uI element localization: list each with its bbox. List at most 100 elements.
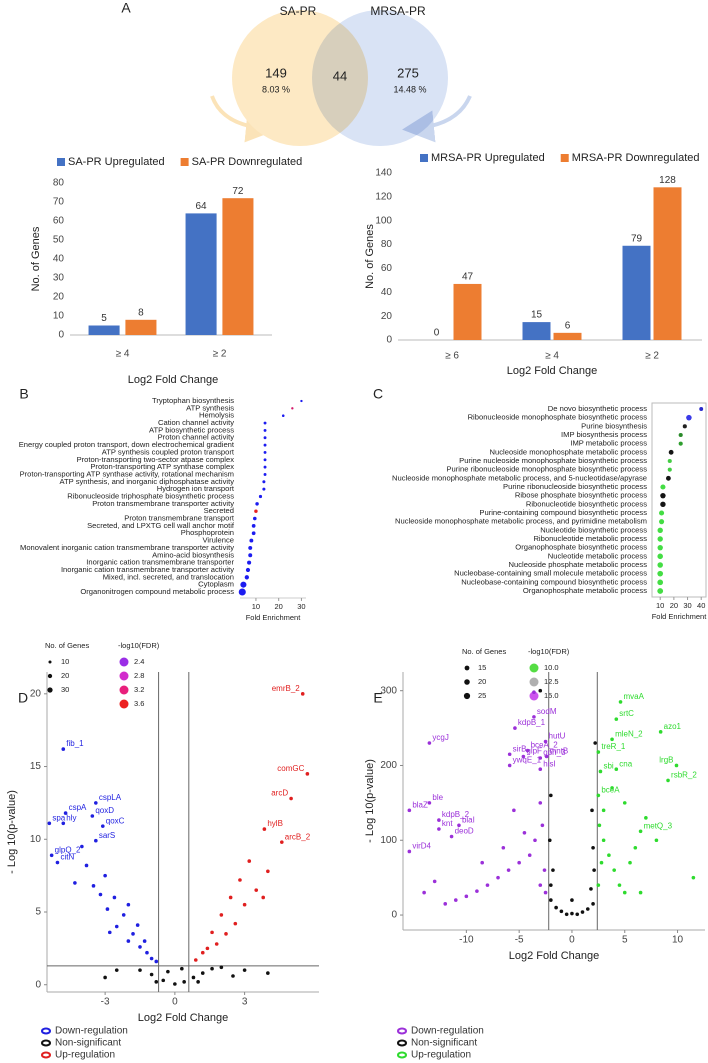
point: [554, 905, 558, 910]
point-label: azo1: [664, 722, 682, 731]
x-tick-label: 10: [672, 935, 684, 946]
y-tick-label: 10: [30, 834, 42, 845]
point: [538, 756, 543, 760]
legend-marker: [41, 1039, 51, 1047]
point: [61, 747, 66, 751]
dot: [659, 510, 665, 516]
point: [427, 801, 432, 805]
bar: [653, 187, 682, 340]
legend-label: Up-regulation: [411, 1050, 471, 1061]
bar: [125, 319, 157, 335]
legend-label: 2.8: [134, 671, 144, 680]
point: [94, 838, 98, 843]
legend-swatch: [57, 158, 65, 166]
point-label: cna: [619, 759, 632, 768]
point-label: sarS: [99, 831, 115, 840]
x-tick-label: 5: [622, 935, 628, 946]
point: [543, 739, 548, 744]
legend-label: 12.5: [544, 677, 559, 686]
legend-color: [119, 671, 129, 681]
dot: [678, 441, 683, 446]
point: [596, 750, 601, 754]
legend-label: 10: [61, 657, 69, 666]
point-label: lrgB: [659, 756, 673, 765]
point: [622, 890, 627, 895]
dot: [659, 519, 665, 525]
point: [674, 763, 679, 768]
point: [219, 913, 224, 917]
dot: [245, 567, 251, 573]
y-tick-label: 100: [380, 835, 397, 846]
legend-label: 3.2: [134, 685, 144, 694]
point-label: mvaA: [624, 692, 645, 701]
point: [591, 902, 595, 906]
point-label: srtC: [619, 709, 634, 718]
legend-label: 30: [61, 685, 69, 694]
dot: [667, 458, 672, 464]
point: [126, 902, 131, 907]
y-axis-title: - Log 10(p-value): [6, 790, 18, 874]
point-label: glpQ_2: [55, 845, 81, 854]
legend-swatch: [420, 154, 428, 162]
point: [242, 902, 247, 907]
term-label: Nucleoside monophosphate metabolic proce…: [490, 447, 648, 456]
point: [114, 924, 119, 929]
term-label: Purine biosynthesis: [581, 421, 647, 430]
y-axis-title: No. of Genes: [30, 226, 42, 291]
term-label: Cytoplasm: [198, 580, 234, 589]
dot: [263, 473, 267, 476]
y-tick-label: 60: [381, 263, 393, 274]
x-tick-label: 10: [656, 601, 664, 610]
x-axis-title: Fold Enrichment: [652, 612, 708, 621]
point-label: bceA_2: [531, 741, 559, 750]
y-tick-label: 70: [53, 197, 65, 208]
bar: [522, 322, 551, 340]
point: [407, 808, 412, 813]
point: [580, 910, 585, 914]
dot: [657, 579, 664, 586]
region-count: 275: [397, 65, 419, 80]
point-label: ywqE_1: [513, 756, 542, 765]
point: [547, 838, 552, 843]
bar: [453, 283, 482, 340]
point-label: qoxD: [95, 806, 114, 815]
point: [633, 845, 638, 850]
x-tick-label: ≥ 6: [445, 351, 459, 362]
legend-label: 10.0: [544, 663, 559, 672]
point-label: sirB: [513, 744, 527, 753]
legend-title: -log10(FDR): [118, 641, 160, 650]
dot: [263, 465, 267, 469]
legend-label: MRSA-PR Downregulated: [572, 152, 700, 164]
term-label: Nucleotide metabolic process: [548, 551, 647, 560]
x-tick-label: 20: [670, 601, 678, 610]
legend-size: [464, 679, 470, 685]
point: [437, 818, 441, 822]
data-label: 15: [531, 310, 543, 321]
legend-size: [464, 665, 470, 671]
point: [457, 823, 461, 828]
point: [131, 932, 135, 936]
bar: [88, 325, 120, 335]
y-tick-label: 10: [53, 311, 65, 322]
term-label: Nucleobase-containing small molecule met…: [454, 569, 647, 578]
point: [55, 860, 60, 865]
point-label: ble: [432, 793, 443, 802]
point: [107, 930, 112, 935]
dot: [263, 458, 267, 462]
point: [266, 869, 270, 874]
dot: [300, 399, 303, 403]
term-label: Hemolysis: [199, 411, 234, 420]
point: [638, 829, 643, 834]
panel-label: C: [373, 386, 383, 402]
point: [598, 769, 603, 774]
point-label: deoD: [455, 827, 474, 836]
legend-color: [119, 657, 129, 667]
dot: [262, 487, 266, 491]
x-tick-label: -5: [515, 935, 524, 946]
point: [522, 830, 527, 835]
term-label: Purine ribonucleoside monophosphate bios…: [446, 465, 647, 474]
point: [98, 892, 103, 897]
point: [628, 860, 632, 865]
dot: [667, 467, 672, 472]
y-tick-label: 80: [53, 178, 65, 189]
